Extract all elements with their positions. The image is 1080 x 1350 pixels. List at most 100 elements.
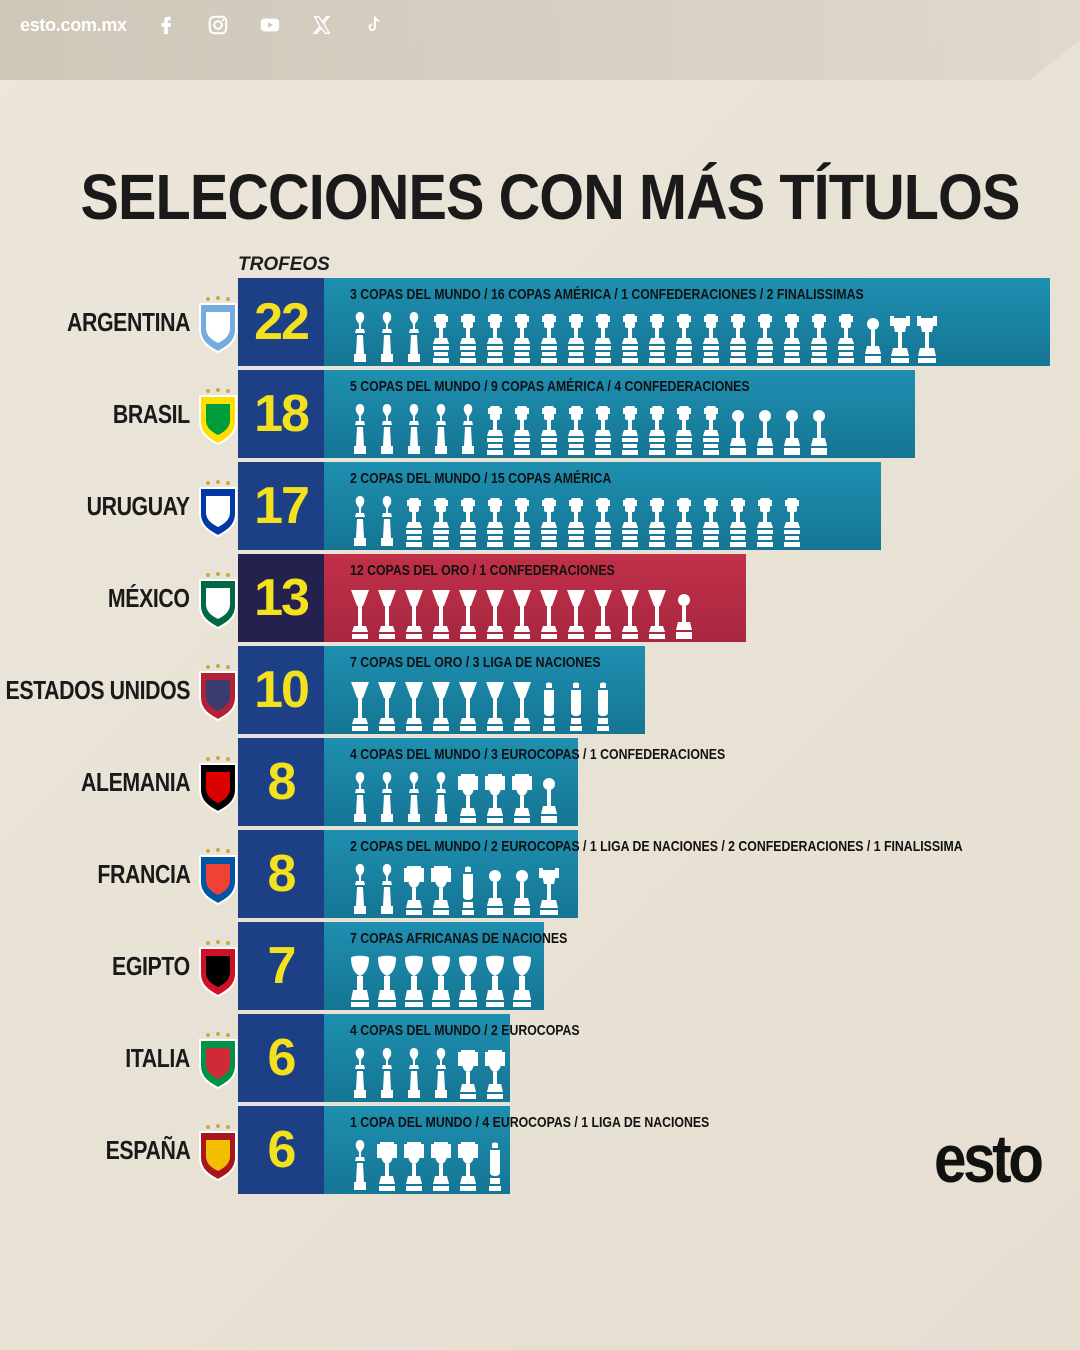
trophy-icon xyxy=(456,1136,480,1192)
header-band xyxy=(0,0,1080,80)
trophy-icon xyxy=(429,1044,453,1100)
trophy-row xyxy=(348,768,561,824)
trophy-icon xyxy=(726,400,750,456)
site-url[interactable]: esto.com.mx xyxy=(20,14,127,35)
crest-icon xyxy=(196,938,240,998)
trophy-icon xyxy=(348,584,372,640)
trophy-icon xyxy=(645,308,669,364)
chart-row: URUGUAY 17 2 COPAS DEL MUNDO / 15 COPAS AM… xyxy=(0,462,1080,550)
trophy-icon xyxy=(510,584,534,640)
value-label: 8 xyxy=(238,830,324,918)
trophy-icon xyxy=(537,860,561,916)
trophy-icon xyxy=(780,308,804,364)
breakdown-label: 4 COPAS DEL MUNDO / 2 EUROCOPAS xyxy=(350,1022,580,1039)
breakdown-label: 7 COPAS AFRICANAS DE NACIONES xyxy=(350,930,568,947)
youtube-icon[interactable] xyxy=(257,12,283,38)
crest-icon xyxy=(196,570,240,630)
trophy-icon xyxy=(510,860,534,916)
trophy-icon xyxy=(564,400,588,456)
trophy-icon xyxy=(456,860,480,916)
category-label: ESPAÑA xyxy=(105,1134,190,1165)
header: esto.com.mx xyxy=(0,0,1080,50)
trophy-icon xyxy=(672,400,696,456)
trophy-icon xyxy=(618,584,642,640)
value-label: 22 xyxy=(238,278,324,366)
trophy-icon xyxy=(348,768,372,824)
trophy-row xyxy=(348,492,804,548)
trophy-icon xyxy=(510,400,534,456)
trophy-icon xyxy=(510,768,534,824)
trophy-icon xyxy=(510,952,534,1008)
bar xyxy=(324,646,645,734)
trophy-icon xyxy=(510,676,534,732)
trophy-row xyxy=(348,1136,507,1192)
trophy-icon xyxy=(483,1044,507,1100)
trophy-icon xyxy=(807,308,831,364)
trophy-icon xyxy=(591,308,615,364)
trophy-icon xyxy=(618,492,642,548)
x-icon[interactable] xyxy=(309,12,335,38)
trophy-icon xyxy=(429,768,453,824)
trophy-icon xyxy=(402,308,426,364)
trophy-row xyxy=(348,400,831,456)
crest-icon xyxy=(196,662,240,722)
breakdown-label: 1 COPA DEL MUNDO / 4 EUROCOPAS / 1 LIGA … xyxy=(350,1114,710,1131)
trophy-icon xyxy=(348,1044,372,1100)
category-label: ALEMANIA xyxy=(80,766,191,797)
value-label: 6 xyxy=(238,1106,324,1194)
crest-icon xyxy=(196,846,240,906)
trophy-icon xyxy=(672,308,696,364)
chart-row: ALEMANIA 8 4 COPAS DEL MUNDO / 3 EUROCOPAS… xyxy=(0,738,1080,826)
trophy-icon xyxy=(672,584,696,640)
trophy-icon xyxy=(537,584,561,640)
breakdown-label: 2 COPAS DEL MUNDO / 2 EUROCOPAS / 1 LIGA… xyxy=(350,838,963,855)
chart-row: ESPAÑA 6 1 COPA DEL MUNDO / 4 EUROCOPAS / … xyxy=(0,1106,1080,1194)
category-label: ESTADOS UNIDOS xyxy=(5,674,190,705)
trophy-icon xyxy=(375,1044,399,1100)
crest-icon xyxy=(196,1030,240,1090)
trophy-icon xyxy=(915,308,939,364)
trophy-icon xyxy=(375,400,399,456)
breakdown-label: 3 COPAS DEL MUNDO / 16 COPAS AMÉRICA / 1… xyxy=(350,286,864,303)
value-label: 6 xyxy=(238,1014,324,1102)
breakdown-label: 12 COPAS DEL ORO / 1 CONFEDERACIONES xyxy=(350,562,615,579)
trophy-row xyxy=(348,584,696,640)
breakdown-label: 5 COPAS DEL MUNDO / 9 COPAS AMÉRICA / 4 … xyxy=(350,378,750,395)
value-label: 10 xyxy=(238,646,324,734)
chart-row: BRASIL 18 5 COPAS DEL MUNDO / 9 COPAS AMÉR… xyxy=(0,370,1080,458)
trophy-icon xyxy=(456,492,480,548)
chart-row: ESTADOS UNIDOS 10 7 COPAS DEL ORO / 3 LIGA… xyxy=(0,646,1080,734)
trophy-icon xyxy=(456,584,480,640)
trophy-row xyxy=(348,860,561,916)
crest-icon xyxy=(196,754,240,814)
value-label: 18 xyxy=(238,370,324,458)
trophy-icon xyxy=(483,768,507,824)
trophy-icon xyxy=(591,400,615,456)
trophy-icon xyxy=(861,308,885,364)
trophy-icon xyxy=(510,492,534,548)
breakdown-label: 4 COPAS DEL MUNDO / 3 EUROCOPAS / 1 CONF… xyxy=(350,746,726,763)
trophy-icon xyxy=(456,676,480,732)
trophy-row xyxy=(348,1044,507,1100)
category-label: URUGUAY xyxy=(87,490,190,521)
page-title: SELECCIONES CON MÁS TÍTULOS xyxy=(80,161,1021,233)
trophy-icon xyxy=(348,860,372,916)
category-label: MÉXICO xyxy=(108,582,190,613)
trophy-icon xyxy=(591,584,615,640)
trophy-icon xyxy=(456,1044,480,1100)
trophy-icon xyxy=(780,492,804,548)
trophy-icon xyxy=(375,308,399,364)
trophy-icon xyxy=(537,492,561,548)
trophy-icon xyxy=(348,492,372,548)
chart-row: FRANCIA 8 2 COPAS DEL MUNDO / 2 EUROCOPAS … xyxy=(0,830,1080,918)
trophy-icon xyxy=(537,308,561,364)
facebook-icon[interactable] xyxy=(153,12,179,38)
trophy-icon xyxy=(402,1136,426,1192)
chart-row: ITALIA 6 4 COPAS DEL MUNDO / 2 EUROCOPAS xyxy=(0,1014,1080,1102)
tiktok-icon[interactable] xyxy=(361,12,387,38)
instagram-icon[interactable] xyxy=(205,12,231,38)
category-label: FRANCIA xyxy=(96,858,190,889)
trophy-icon xyxy=(591,676,615,732)
trophy-icon xyxy=(564,308,588,364)
trophy-icon xyxy=(375,860,399,916)
